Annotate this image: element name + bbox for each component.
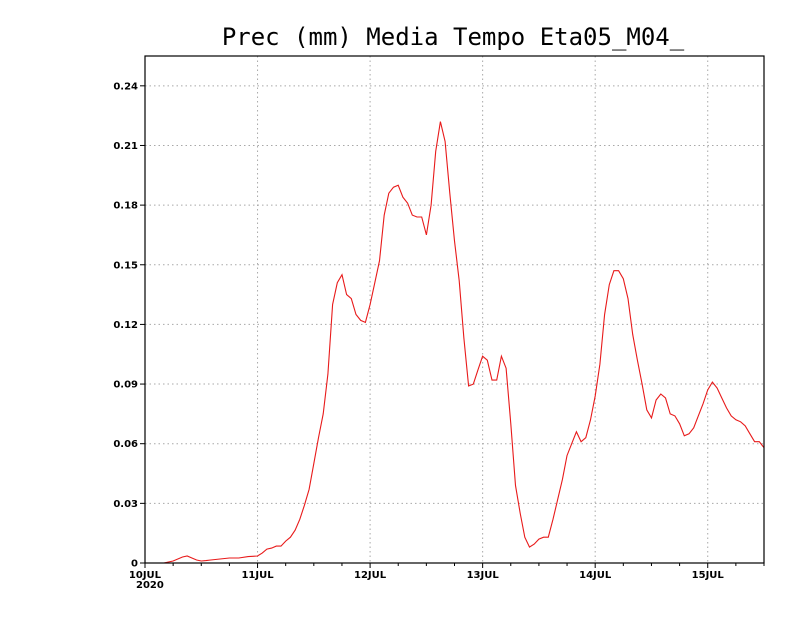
y-tick-label: 0.21 [113, 141, 138, 152]
x-tick-label: 13JUL [467, 570, 500, 581]
y-tick-label: 0.09 [113, 380, 138, 391]
plot-frame [144, 55, 765, 564]
axis-layer: 0 0.03 0.06 0.09 0.12 0.15 0.18 0.21 0.24 10JUL20… [113, 81, 765, 591]
x-tick-label: 12JUL [354, 570, 387, 581]
y-tick-label: 0.15 [113, 260, 138, 271]
y-tick-label: 0.18 [113, 201, 138, 212]
x-tick-label: 15JUL [692, 570, 725, 581]
series-layer [145, 121, 765, 564]
chart-title: Prec (mm) Media Tempo Eta05_M04_ [222, 23, 685, 51]
x-tick-label: 14JUL [579, 570, 612, 581]
x-tick-label: 11JUL [241, 570, 274, 581]
y-tick-label: 0.12 [113, 320, 138, 331]
x-tick-label: 10JUL [129, 570, 162, 581]
x-tick-sublabel: 2020 [136, 580, 164, 591]
y-tick-label: 0.06 [113, 439, 138, 450]
y-tick-label: 0 [131, 559, 138, 570]
y-tick-label: 0.24 [113, 81, 138, 92]
y-tick-label: 0.03 [113, 499, 138, 510]
grid-layer [145, 56, 764, 563]
precipitation-series-line [145, 121, 765, 564]
